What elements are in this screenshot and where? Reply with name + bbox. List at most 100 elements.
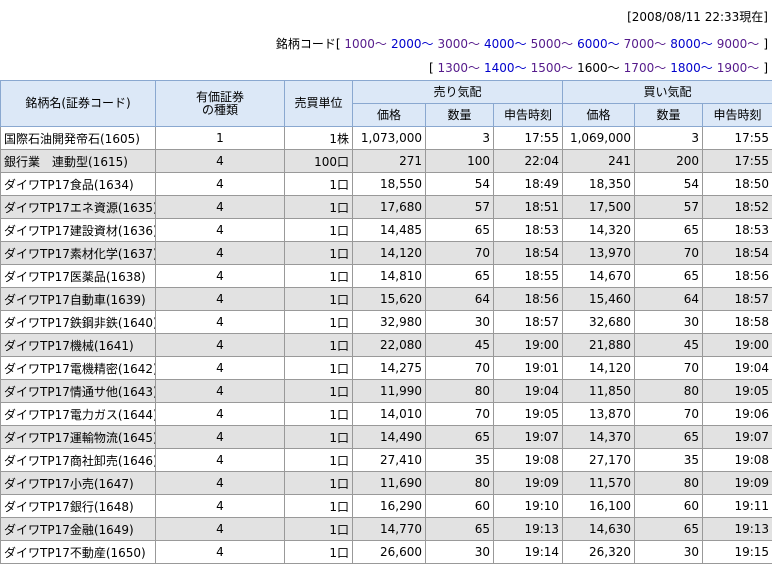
table-cell: 18:57 <box>494 311 563 334</box>
table-cell: 70 <box>426 403 494 426</box>
table-cell: ダイワTP17銀行(1648) <box>1 495 156 518</box>
table-cell: 1口 <box>285 288 353 311</box>
table-cell: ダイワTP17電機精密(1642) <box>1 357 156 380</box>
code-link[interactable]: 9000～ <box>717 37 760 51</box>
table-cell: 14,485 <box>353 219 426 242</box>
table-cell: 19:13 <box>703 518 772 541</box>
code-link[interactable]: 1400～ <box>484 61 527 75</box>
table-cell: 4 <box>156 334 285 357</box>
table-cell: 18:56 <box>494 288 563 311</box>
table-cell: 19:07 <box>703 426 772 449</box>
table-cell: ダイワTP17エネ資源(1635) <box>1 196 156 219</box>
header-row: 銘柄名(証券コード) 有価証券 の種類 売買単位 売り気配 買い気配 <box>1 81 772 104</box>
code-link[interactable]: 1800～ <box>670 61 713 75</box>
table-cell: 4 <box>156 265 285 288</box>
code-link[interactable]: 1700～ <box>624 61 667 75</box>
table-cell: 14,320 <box>563 219 635 242</box>
table-cell: 57 <box>426 196 494 219</box>
table-cell: ダイワTP17金融(1649) <box>1 518 156 541</box>
table-cell: 4 <box>156 449 285 472</box>
table-cell: 18:58 <box>703 311 772 334</box>
table-cell: 4 <box>156 311 285 334</box>
table-cell: 19:11 <box>703 495 772 518</box>
code-link[interactable]: 1500～ <box>531 61 574 75</box>
table-cell: 80 <box>635 472 703 495</box>
current-code: 1600～ <box>577 61 620 75</box>
table-cell: 19:00 <box>494 334 563 357</box>
table-cell: 1口 <box>285 541 353 564</box>
table-cell: 57 <box>635 196 703 219</box>
table-cell: 1口 <box>285 311 353 334</box>
code-link[interactable]: 8000～ <box>670 37 713 51</box>
table-cell: 65 <box>635 518 703 541</box>
table-cell: 17:55 <box>703 150 772 173</box>
table-cell: 15,620 <box>353 288 426 311</box>
code-link[interactable]: 5000～ <box>531 37 574 51</box>
table-cell: 1口 <box>285 357 353 380</box>
table-cell: 26,320 <box>563 541 635 564</box>
table-cell: 65 <box>635 426 703 449</box>
code-link[interactable]: 7000～ <box>624 37 667 51</box>
table-cell: 54 <box>426 173 494 196</box>
table-cell: ダイワTP17鉄鋼非鉄(1640) <box>1 311 156 334</box>
table-cell: 18:57 <box>703 288 772 311</box>
code-link[interactable]: 2000～ <box>391 37 434 51</box>
header-cell: 申告時刻 <box>494 104 563 127</box>
table-cell: 4 <box>156 403 285 426</box>
table-cell: 70 <box>635 357 703 380</box>
code-link[interactable]: 1000～ <box>344 37 387 51</box>
table-cell: ダイワTP17食品(1634) <box>1 173 156 196</box>
table-cell: 18:51 <box>494 196 563 219</box>
table-cell: 19:13 <box>494 518 563 541</box>
table-cell: 271 <box>353 150 426 173</box>
table-cell: 18:55 <box>494 265 563 288</box>
table-cell: 18,550 <box>353 173 426 196</box>
table-cell: 80 <box>426 380 494 403</box>
table-cell: 11,990 <box>353 380 426 403</box>
table-cell: 54 <box>635 173 703 196</box>
table-cell: 1口 <box>285 495 353 518</box>
header-cell: 銘柄名(証券コード) <box>1 81 156 127</box>
code-links: 銘柄コード[ 1000～2000～3000～4000～5000～6000～700… <box>276 35 768 52</box>
code-link[interactable]: 3000～ <box>437 37 480 51</box>
table-cell: 65 <box>635 265 703 288</box>
header-cell: 数量 <box>635 104 703 127</box>
table-cell: 18,350 <box>563 173 635 196</box>
table-cell: 27,170 <box>563 449 635 472</box>
table-cell: 1口 <box>285 173 353 196</box>
table-cell: 19:00 <box>703 334 772 357</box>
quote-table: 銘柄名(証券コード) 有価証券 の種類 売買単位 売り気配 買い気配 価格数量 申… <box>0 80 772 564</box>
table-cell: 11,850 <box>563 380 635 403</box>
table-cell: 13,970 <box>563 242 635 265</box>
table-cell: ダイワTP17素材化学(1637) <box>1 242 156 265</box>
subcode-links: [ 1300～1400～1500～1600～1700～1800～1900～] <box>429 59 768 76</box>
table-cell: 65 <box>426 518 494 541</box>
code-link[interactable]: 4000～ <box>484 37 527 51</box>
table-cell: 19:15 <box>703 541 772 564</box>
table-cell: 18:49 <box>494 173 563 196</box>
table-cell: 1口 <box>285 449 353 472</box>
code-link[interactable]: 6000～ <box>577 37 620 51</box>
table-cell: 19:09 <box>703 472 772 495</box>
table-cell: 4 <box>156 173 285 196</box>
code-link[interactable]: 1900～ <box>717 61 760 75</box>
table-cell: ダイワTP17自動車(1639) <box>1 288 156 311</box>
table-cell: 14,370 <box>563 426 635 449</box>
table-cell: 26,600 <box>353 541 426 564</box>
table-cell: 13,870 <box>563 403 635 426</box>
table-cell: 19:06 <box>703 403 772 426</box>
table-cell: 80 <box>635 380 703 403</box>
code-link[interactable]: 1300～ <box>437 61 480 75</box>
table-cell: 18:56 <box>703 265 772 288</box>
table-cell: 4 <box>156 242 285 265</box>
header-cell: 価格 <box>563 104 635 127</box>
header-cell: 売買単位 <box>285 81 353 127</box>
table-cell: 35 <box>635 449 703 472</box>
table-cell: 19:09 <box>494 472 563 495</box>
table-cell: ダイワTP17電力ガス(1644) <box>1 403 156 426</box>
